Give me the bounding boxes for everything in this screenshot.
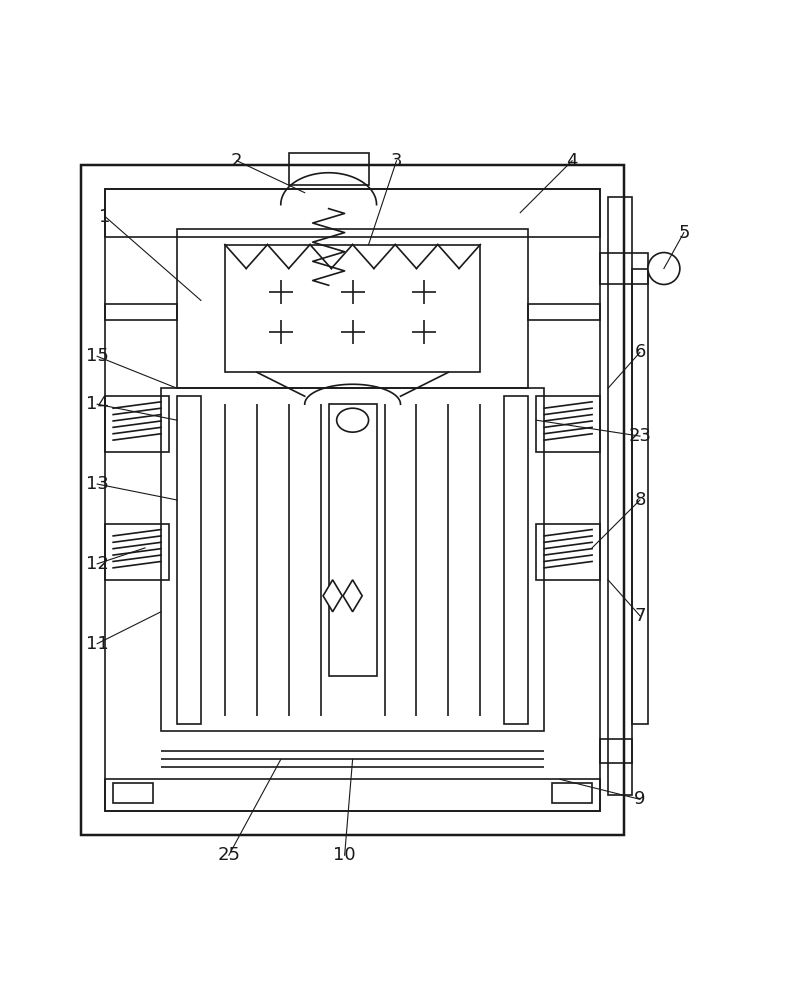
Polygon shape [343, 580, 362, 612]
Bar [105, 396, 169, 452]
Text: 4: 4 [566, 152, 578, 170]
Circle shape [648, 253, 680, 284]
Text: 1: 1 [99, 208, 111, 226]
Ellipse shape [336, 408, 368, 432]
Bar [105, 304, 177, 320]
Bar [161, 388, 544, 731]
Text: 6: 6 [634, 343, 646, 361]
Bar [536, 524, 600, 580]
Text: 11: 11 [86, 635, 109, 653]
Bar [225, 245, 481, 372]
Bar [505, 396, 528, 724]
Text: 5: 5 [678, 224, 690, 242]
Text: 2: 2 [231, 152, 243, 170]
Bar [105, 779, 600, 811]
Text: 15: 15 [86, 347, 109, 365]
Bar [105, 524, 169, 580]
Bar [632, 269, 648, 724]
Text: 25: 25 [217, 846, 240, 864]
Bar [552, 783, 592, 803]
Bar [600, 739, 632, 763]
Bar [528, 304, 600, 320]
Bar [81, 165, 624, 835]
Text: 9: 9 [634, 790, 646, 808]
Bar [536, 396, 600, 452]
Bar [113, 783, 153, 803]
Text: 13: 13 [86, 475, 109, 493]
Bar [177, 396, 201, 724]
Text: 23: 23 [629, 427, 651, 445]
Bar [177, 229, 528, 388]
Text: 3: 3 [391, 152, 402, 170]
Text: 10: 10 [333, 846, 356, 864]
Text: 8: 8 [634, 491, 646, 509]
Bar [328, 404, 376, 676]
Text: 7: 7 [634, 607, 646, 625]
Text: 14: 14 [86, 395, 109, 413]
Bar [288, 153, 368, 185]
Bar [608, 197, 632, 795]
Bar [105, 189, 600, 811]
Text: 12: 12 [86, 555, 109, 573]
Polygon shape [323, 580, 342, 612]
Bar [600, 253, 648, 284]
Bar [105, 189, 600, 237]
